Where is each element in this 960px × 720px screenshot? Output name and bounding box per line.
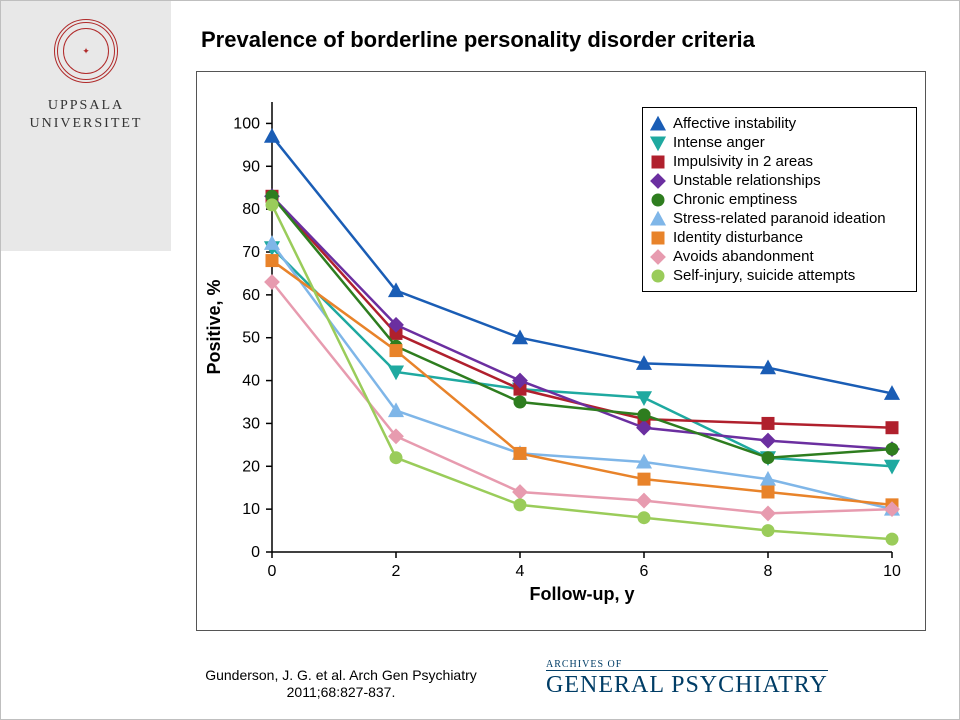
svg-text:40: 40 xyxy=(242,373,260,390)
legend-item: Self-injury, suicide attempts xyxy=(649,266,908,285)
journal-logo-main: GENERAL PSYCHIATRY xyxy=(546,670,828,699)
legend-marker-icon xyxy=(649,115,667,133)
legend-marker-icon xyxy=(649,210,667,228)
journal-logo: ARCHIVES OF GENERAL PSYCHIATRY xyxy=(546,659,828,699)
legend-marker-icon xyxy=(649,229,667,247)
svg-text:2: 2 xyxy=(392,563,401,580)
slide-title: Prevalence of borderline personality dis… xyxy=(201,27,755,53)
chart-plot-area: 01020304050607080901000246810Positive, %… xyxy=(272,102,892,552)
university-seal-icon: ✦ xyxy=(54,19,118,83)
legend-label: Impulsivity in 2 areas xyxy=(673,153,813,170)
svg-text:8: 8 xyxy=(764,563,773,580)
svg-text:0: 0 xyxy=(268,563,277,580)
legend-item: Intense anger xyxy=(649,133,908,152)
svg-text:6: 6 xyxy=(640,563,649,580)
svg-text:10: 10 xyxy=(242,501,260,518)
chart-legend: Affective instability Intense anger Impuls… xyxy=(642,107,917,292)
legend-item: Stress-related paranoid ideation xyxy=(649,209,908,228)
legend-label: Affective instability xyxy=(673,115,796,132)
university-name-line1: UPPSALA xyxy=(30,97,143,115)
journal-logo-top: ARCHIVES OF xyxy=(546,659,828,670)
legend-item: Avoids abandonment xyxy=(649,247,908,266)
svg-text:90: 90 xyxy=(242,158,260,175)
svg-text:20: 20 xyxy=(242,458,260,475)
legend-marker-icon xyxy=(649,172,667,190)
legend-label: Unstable relationships xyxy=(673,172,821,189)
legend-label: Stress-related paranoid ideation xyxy=(673,210,886,227)
legend-marker-icon xyxy=(649,134,667,152)
chart-frame: 0 10 20 30 40 50 60 70 80 90 100 0 2 4 6 8 10 Positive, %… xyxy=(196,71,926,631)
legend-item: Unstable relationships xyxy=(649,171,908,190)
svg-text:10: 10 xyxy=(883,563,901,580)
svg-text:4: 4 xyxy=(516,563,525,580)
svg-text:0: 0 xyxy=(251,544,260,561)
legend-marker-icon xyxy=(649,248,667,266)
legend-label: Identity disturbance xyxy=(673,229,803,246)
legend-item: Chronic emptiness xyxy=(649,190,908,209)
seal-glyph: ✦ xyxy=(82,47,90,56)
svg-text:Positive, %: Positive, % xyxy=(204,279,224,374)
svg-text:80: 80 xyxy=(242,201,260,218)
svg-text:30: 30 xyxy=(242,415,260,432)
citation-line2: 2011;68:827-837. xyxy=(287,684,396,700)
legend-item: Identity disturbance xyxy=(649,228,908,247)
legend-label: Avoids abandonment xyxy=(673,248,814,265)
university-name-line2: UNIVERSITET xyxy=(30,115,143,133)
sidebar-logo-panel: ✦ UPPSALA UNIVERSITET xyxy=(1,1,171,251)
legend-item: Affective instability xyxy=(649,114,908,133)
svg-text:70: 70 xyxy=(242,244,260,261)
legend-marker-icon xyxy=(649,153,667,171)
university-name: UPPSALA UNIVERSITET xyxy=(30,97,143,133)
legend-label: Self-injury, suicide attempts xyxy=(673,267,855,284)
slide-root: ✦ UPPSALA UNIVERSITET Prevalence of bord… xyxy=(0,0,960,720)
citation-text: Gunderson, J. G. et al. Arch Gen Psychia… xyxy=(201,667,481,701)
legend-item: Impulsivity in 2 areas xyxy=(649,152,908,171)
legend-label: Intense anger xyxy=(673,134,765,151)
svg-text:100: 100 xyxy=(233,115,260,132)
legend-label: Chronic emptiness xyxy=(673,191,797,208)
citation-line1: Gunderson, J. G. et al. Arch Gen Psychia… xyxy=(205,667,477,683)
svg-text:50: 50 xyxy=(242,330,260,347)
svg-text:Follow-up, y: Follow-up, y xyxy=(530,584,635,604)
svg-text:60: 60 xyxy=(242,287,260,304)
legend-marker-icon xyxy=(649,191,667,209)
legend-marker-icon xyxy=(649,267,667,285)
